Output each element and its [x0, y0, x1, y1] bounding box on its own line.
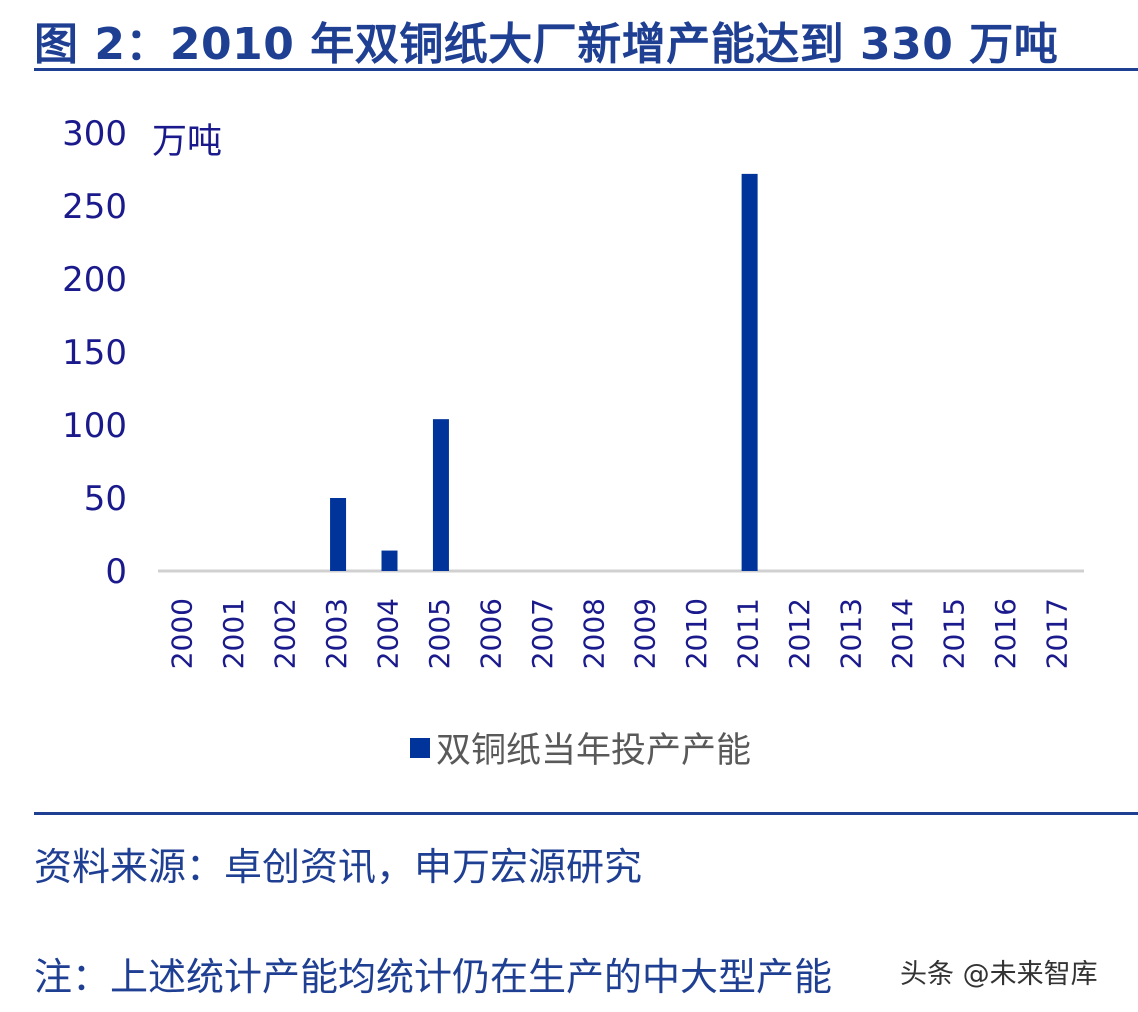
source-text: 资料来源：卓创资讯，申万宏源研究: [34, 845, 643, 889]
bar-2003: [330, 498, 347, 571]
bar-2004: [381, 550, 398, 571]
x-tick-label: 2009: [629, 598, 662, 669]
x-tick-label: 2015: [937, 598, 970, 669]
legend-label: 双铜纸当年投产产能: [436, 731, 752, 771]
x-tick-label: 2004: [372, 598, 405, 669]
x-tick-label: 2002: [269, 598, 302, 669]
y-tick-label: 150: [62, 333, 127, 373]
x-tick-label: 2001: [217, 598, 250, 669]
source-divider: [34, 812, 1138, 815]
bar-chart: 0 50 100 150 200 250 300 2000 2001 2002 2003 2004 20…: [62, 114, 1084, 669]
y-tick-label: 50: [84, 479, 127, 519]
x-tick-label: 2008: [577, 598, 610, 669]
y-tick-label: 300: [62, 114, 127, 154]
x-tick-label: 2005: [423, 598, 456, 669]
y-tick-label: 100: [62, 406, 127, 446]
x-tick-label: 2000: [166, 598, 199, 669]
title-divider: [34, 68, 1138, 71]
x-tick-label: 2012: [783, 598, 816, 669]
x-tick-label: 2016: [989, 598, 1022, 669]
bar-2011: [741, 173, 758, 571]
x-tick-label: 2014: [886, 598, 919, 669]
x-tick-label: 2011: [732, 598, 765, 669]
chart-title: 图 2：2010 年双铜纸大厂新增产能达到 330 万吨: [34, 19, 1059, 70]
x-tick-label: 2006: [474, 598, 507, 669]
x-tick-label: 2013: [835, 598, 868, 669]
chart-legend: 双铜纸当年投产产能: [410, 722, 751, 773]
note-text: 注：上述统计产能均统计仍在生产的中大型产能: [34, 955, 833, 999]
x-tick-label: 2007: [526, 598, 559, 669]
watermark: 头条 @未来智库: [900, 959, 1098, 990]
y-axis-unit-label: 万吨: [152, 122, 223, 162]
y-tick-label: 0: [105, 552, 127, 592]
x-tick-label: 2017: [1040, 598, 1073, 669]
y-tick-label: 250: [62, 187, 127, 227]
y-tick-label: 200: [62, 260, 127, 300]
legend-swatch: [410, 737, 430, 758]
bar-2005: [432, 419, 449, 571]
x-tick-label: 2003: [320, 598, 353, 669]
x-tick-label: 2010: [680, 598, 713, 669]
